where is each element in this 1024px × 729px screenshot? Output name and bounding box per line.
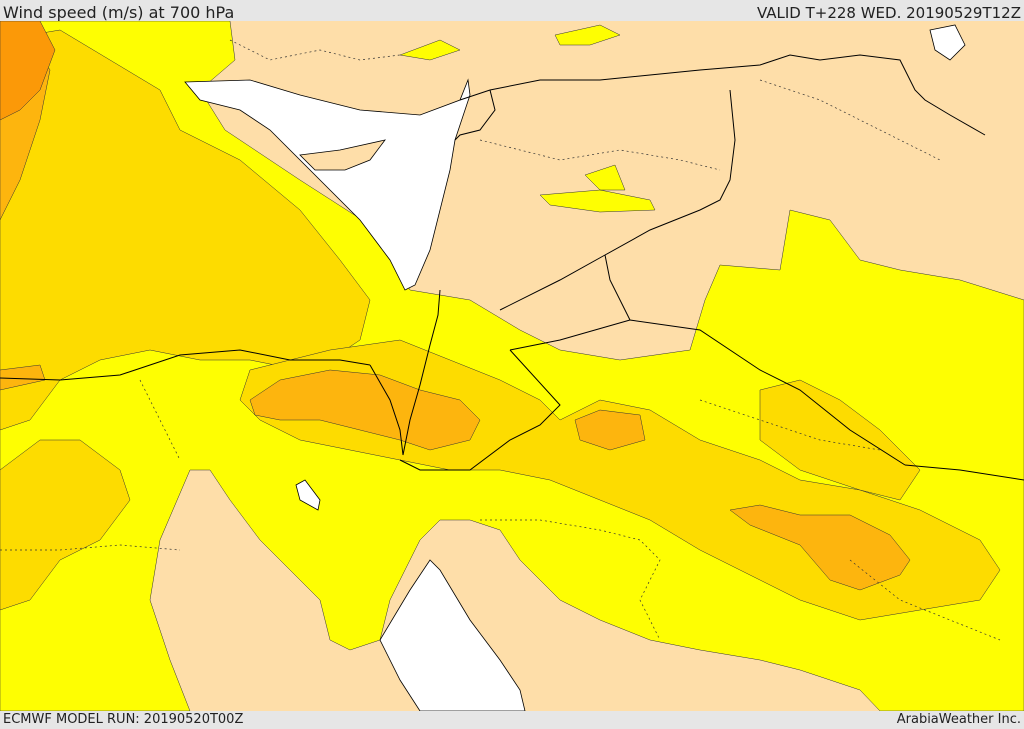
sea-mediterranean	[184, 78, 471, 291]
wind-moderate-east	[759, 379, 921, 501]
wind-patch-east	[539, 164, 656, 213]
wind-strong-central	[249, 369, 481, 451]
credit-label: ArabiaWeather Inc.	[896, 712, 1021, 727]
map-title: Wind speed (m/s) at 700 hPa	[3, 3, 235, 22]
lake-north	[929, 24, 966, 61]
island-cyprus	[299, 139, 386, 171]
province-boundaries	[0, 39, 1001, 641]
sea-red	[379, 559, 526, 711]
sea-gulf-suez	[295, 479, 321, 511]
wind-strong-saudi	[729, 504, 911, 591]
wind-strong-iraq	[574, 409, 646, 451]
valid-time-label: VALID T+228 WED. 20190529T12Z	[756, 4, 1021, 22]
wind-moderate-southwest	[0, 439, 131, 611]
wind-patch-north	[399, 24, 621, 61]
header-bar: Wind speed (m/s) at 700 hPa VALID T+228 …	[0, 0, 1024, 22]
model-run-label: ECMWF MODEL RUN: 20190520T00Z	[3, 712, 244, 727]
footer-bar: ECMWF MODEL RUN: 20190520T00Z ArabiaWeat…	[0, 711, 1024, 729]
weather-map	[0, 21, 1024, 711]
country-borders	[0, 54, 1024, 481]
wind-strongest-northwest	[0, 21, 56, 121]
